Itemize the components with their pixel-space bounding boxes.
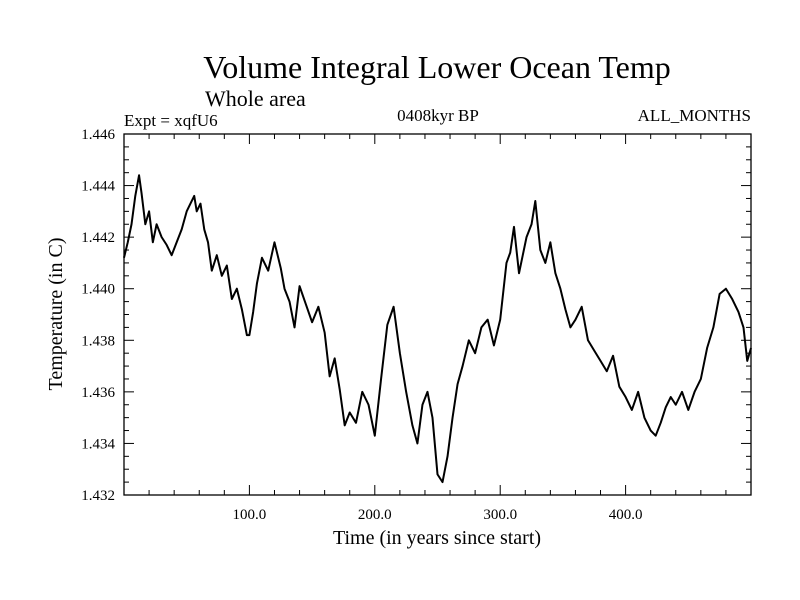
plot-frame (123, 133, 752, 496)
y-tick-label: 1.434 (81, 436, 115, 452)
x-tick-label: 100.0 (233, 507, 267, 523)
y-tick-label: 1.438 (81, 333, 115, 349)
x-axis-label: Time (in years since start) (333, 527, 541, 549)
y-tick-label: 1.446 (81, 127, 115, 143)
x-tick-label: 400.0 (609, 507, 643, 523)
chart-title: Volume Integral Lower Ocean Temp (203, 49, 671, 85)
y-tick-label: 1.436 (81, 385, 115, 401)
x-axis: 100.0 200.0 300.0 400.0 (148, 134, 727, 523)
months-label: ALL_MONTHS (638, 106, 751, 125)
chart-subtitle: Whole area (205, 86, 306, 111)
temperature-series-line (123, 174, 752, 484)
y-axis-label: Temperature (in C) (45, 238, 67, 391)
x-tick-label: 200.0 (358, 507, 392, 523)
y-tick-label: 1.432 (81, 488, 115, 504)
x-tick-label: 300.0 (483, 507, 517, 523)
y-tick-label: 1.442 (81, 230, 115, 246)
y-tick-label: 1.444 (81, 179, 115, 195)
period-label: 0408kyr BP (397, 106, 479, 125)
y-tick-label: 1.440 (81, 282, 115, 298)
y-axis: 1.432 1.434 1.436 1.438 1.440 1.442 1.444 1.446 (81, 127, 751, 504)
experiment-label: Expt = xqfU6 (124, 111, 218, 130)
